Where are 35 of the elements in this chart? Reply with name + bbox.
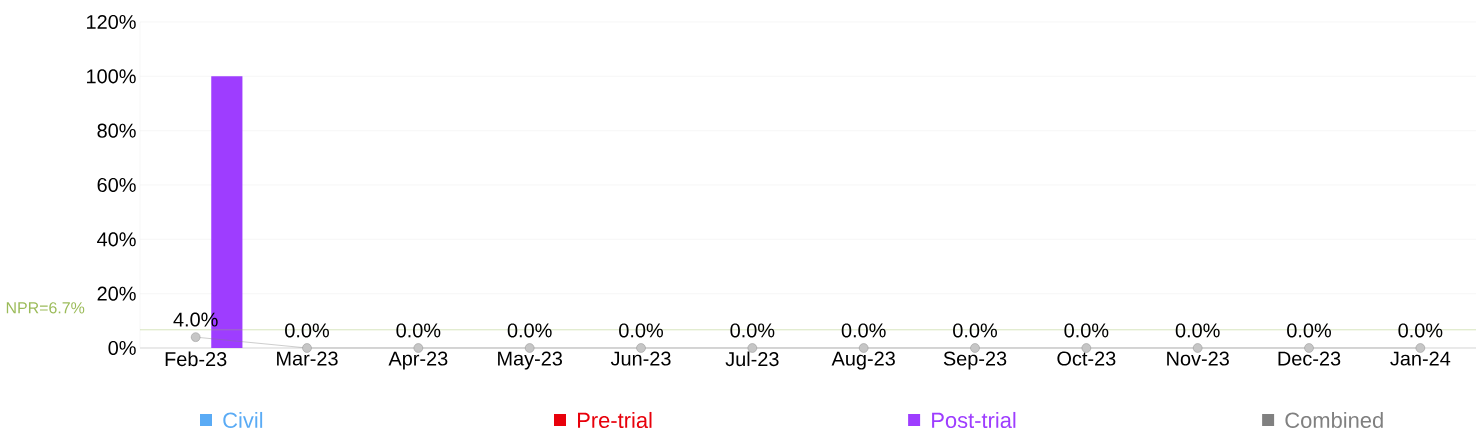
- y-tick-label: 40%: [97, 232, 136, 247]
- ref-line-label: NPR=6.7%: [6, 302, 85, 314]
- x-tick-label: May-23: [498, 351, 563, 370]
- x-tick-label: Mar-23: [277, 351, 338, 366]
- y-tick-label: 60%: [97, 177, 136, 193]
- data-label: 0.0%: [1064, 323, 1109, 338]
- data-label: 0.0%: [396, 323, 441, 338]
- x-tick-label: Feb-23: [165, 351, 227, 367]
- y-tick-label: 20%: [97, 286, 136, 301]
- x-tick-label: Nov-23: [1167, 351, 1229, 366]
- data-label: 0.0%: [1175, 323, 1220, 338]
- x-tick-label: Jan-24: [1390, 351, 1451, 366]
- data-label: 0.0%: [953, 323, 997, 338]
- data-label: 0.0%: [619, 323, 663, 338]
- legend-label: Civil: [223, 411, 263, 429]
- data-label: 0.0%: [1287, 323, 1331, 338]
- x-tick-label: Jun-23: [610, 351, 671, 366]
- y-tick-label: 0%: [108, 340, 136, 356]
- legend-label: Post-trial: [932, 411, 1016, 429]
- data-label: 0.0%: [1398, 323, 1443, 338]
- data-label: 0.0%: [841, 323, 886, 338]
- x-tick-label: Aug-23: [831, 351, 895, 370]
- legend-label: Pre-trial: [578, 411, 652, 429]
- data-label: 0.0%: [285, 323, 329, 338]
- y-tick-label: 120%: [87, 14, 136, 30]
- y-tick-label: 100%: [87, 69, 136, 84]
- x-tick-label: Dec-23: [1278, 351, 1341, 366]
- legend-label: Combined: [1285, 411, 1383, 429]
- x-tick-label: Oct-23: [1057, 351, 1116, 366]
- data-label: 0.0%: [507, 323, 552, 338]
- x-tick-label: Sep-23: [943, 351, 1007, 370]
- y-tick-label: 80%: [97, 123, 136, 138]
- x-tick-label: Jul-23: [725, 351, 779, 367]
- data-label: 0.0%: [730, 323, 775, 338]
- x-tick-label: Apr-23: [388, 351, 448, 370]
